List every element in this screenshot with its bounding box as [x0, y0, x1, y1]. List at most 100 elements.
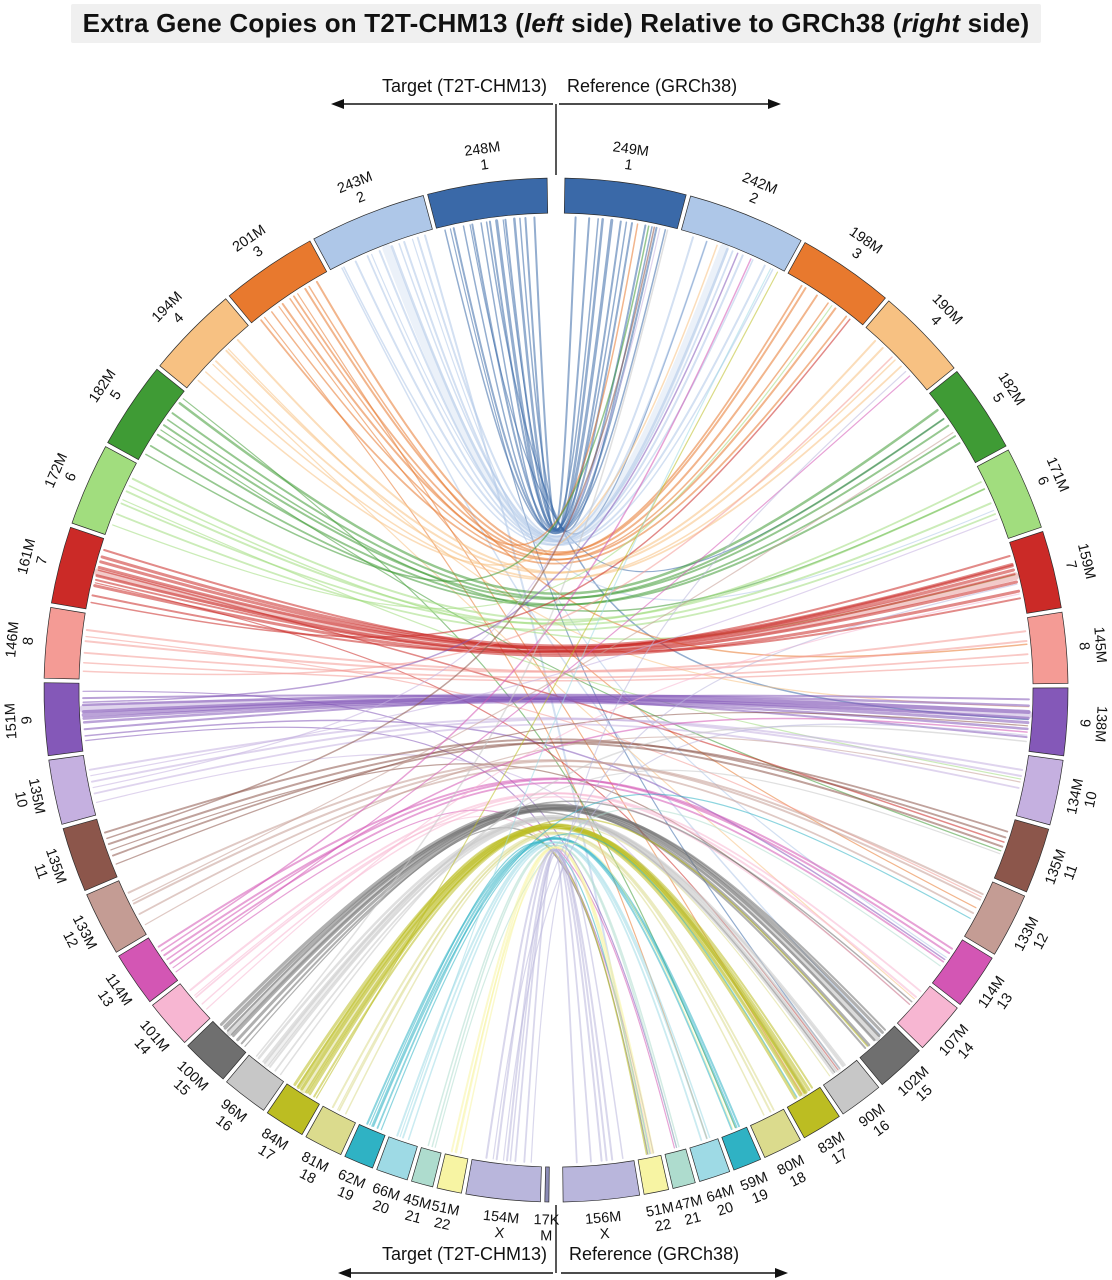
chord-link	[371, 253, 995, 601]
chord-link	[260, 315, 848, 565]
chord-link	[236, 808, 871, 1047]
label-reference-chr10: 134M10	[1064, 777, 1103, 819]
label-reference-chr12: 133M12	[1011, 914, 1056, 961]
segment-reference-chr8	[1027, 611, 1069, 685]
segment-target-chr5	[107, 368, 185, 461]
label-reference-chr22: 51M22	[645, 1200, 679, 1237]
chord-link	[90, 318, 851, 638]
chord-link	[230, 800, 913, 1036]
chord-link	[83, 651, 1029, 679]
label-target-chr15: 100M15	[163, 1058, 211, 1106]
segment-target-chr15	[187, 1020, 247, 1080]
segment-target-chrX	[465, 1159, 542, 1203]
chord-link	[313, 825, 813, 1098]
chord-link	[227, 348, 1030, 708]
chord-link	[91, 555, 1011, 654]
label-reference-chr20: 64M20	[705, 1182, 742, 1221]
label-target-chr1: 248M1	[463, 139, 503, 176]
label-reference-chr3: 198M3	[837, 224, 885, 271]
chord-link	[104, 738, 1007, 839]
label-reference-chr7: 159M7	[1058, 542, 1098, 585]
label-target-chr20: 66M20	[365, 1180, 402, 1219]
label-reference-chr19: 59M19	[738, 1169, 776, 1209]
chord-link	[112, 741, 1009, 857]
chord-link	[195, 792, 922, 998]
label-reference-chr2: 242M2	[734, 170, 780, 213]
segment-reference-chr6	[976, 449, 1042, 539]
segment-target-chr10	[48, 755, 97, 825]
segment-reference-chr18	[750, 1108, 801, 1158]
chord-link	[205, 359, 896, 581]
segment-target-chr20	[376, 1136, 418, 1181]
chord-link	[240, 806, 886, 1045]
label-reference-chr8: 145M8	[1074, 626, 1109, 665]
label-reference-chr4: 190M4	[917, 291, 965, 339]
chord-link	[337, 826, 831, 1111]
segment-target-chr1	[427, 177, 549, 229]
label-reference-chr9: 138M9	[1075, 704, 1109, 742]
bottom-reference-label: Reference (GRCh38)	[569, 1244, 739, 1264]
segment-target-chr11	[62, 818, 118, 892]
label-target-chr9: 151M9	[2, 702, 36, 740]
chord-link	[523, 849, 578, 1164]
chord-link	[257, 815, 846, 1067]
label-target-chr4: 194M4	[149, 289, 197, 337]
page-title-bar: Extra Gene Copies on T2T-CHM13 (left sid…	[0, 4, 1112, 43]
segment-target-chr12	[86, 880, 147, 953]
segment-reference-chr10	[1015, 755, 1064, 826]
chord-link	[366, 250, 734, 543]
segment-reference-chr9	[1028, 687, 1069, 757]
chord-link	[289, 223, 639, 546]
label-target-chr21: 45M21	[397, 1191, 433, 1229]
label-reference-chrX: 156MX	[584, 1209, 623, 1244]
chord-link	[223, 804, 881, 1037]
label-reference-chr1: 249M1	[609, 139, 649, 176]
chord-link	[345, 833, 765, 1116]
segment-reference-chr12	[964, 881, 1026, 955]
segment-target-chr8	[43, 606, 86, 680]
chord-link	[163, 417, 945, 600]
top-target-arrowhead-icon	[331, 99, 344, 109]
label-target-chr14: 101M14	[124, 1017, 172, 1065]
chord-link	[338, 831, 775, 1112]
chord-link	[97, 564, 1014, 650]
chord-link	[132, 432, 954, 902]
segment-target-chr9	[43, 682, 84, 757]
chord-link	[82, 700, 1029, 731]
label-target-chr12: 133M12	[55, 913, 100, 960]
label-reference-chr14: 107M14	[936, 1022, 984, 1070]
label-target-chr13: 114M13	[89, 971, 135, 1018]
chord-link	[160, 258, 752, 952]
segment-target-chr22	[436, 1153, 469, 1194]
segment-reference-chr20	[689, 1138, 731, 1182]
segment-reference-chr5	[929, 371, 1007, 464]
label-target-chr18: 81M18	[291, 1149, 331, 1190]
chord-link	[116, 513, 996, 631]
chord-link	[267, 769, 1001, 1067]
segment-reference-chr3	[787, 242, 886, 326]
chord-link	[91, 718, 1024, 783]
segment-target-chr19	[344, 1124, 386, 1169]
label-reference-chr21: 47M21	[673, 1192, 708, 1230]
bottom-target-label: Target (T2T-CHM13)	[382, 1244, 547, 1264]
chord-link	[138, 765, 974, 915]
chord-link	[222, 811, 836, 1073]
top-reference-arrowhead-icon	[768, 99, 781, 109]
chord-link	[398, 243, 774, 544]
label-reference-chr6: 171M6	[1028, 455, 1072, 501]
segment-reference-chr4	[865, 300, 955, 391]
chord-link	[371, 837, 740, 1128]
segment-reference-chrX	[562, 1160, 641, 1203]
chord-link	[178, 402, 939, 595]
chord-link	[81, 693, 1030, 707]
chord-link	[263, 815, 841, 1073]
label-target-chrM: 17KM	[533, 1212, 560, 1244]
chord-link	[279, 725, 1027, 1076]
chord-link	[115, 711, 1029, 865]
ideogram-layer	[43, 177, 1069, 1203]
bottom-axis: Target (T2T-CHM13) Reference (GRCh38)	[338, 1205, 788, 1278]
label-target-chr5: 182M5	[86, 367, 133, 415]
chord-link	[454, 842, 734, 1153]
chord-link	[90, 518, 998, 777]
